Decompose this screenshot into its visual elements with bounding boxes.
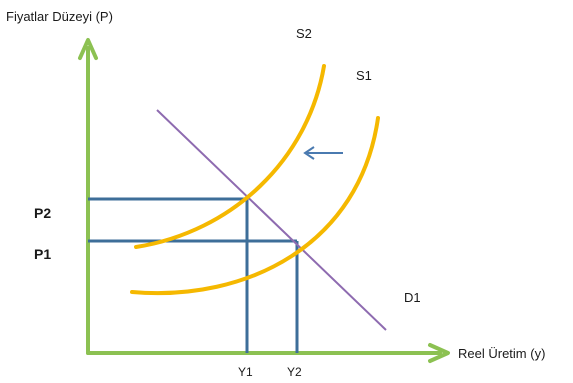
demand-d1-label: D1: [404, 290, 421, 305]
y-axis-arrowhead: [78, 38, 98, 60]
equilibrium-guides: [88, 197, 299, 353]
x-axis-arrowhead: [428, 343, 450, 363]
shift-arrow-head: [303, 146, 315, 160]
demand-curve-d1: [156, 109, 387, 331]
price-p1-label: P1: [34, 246, 51, 262]
supply-s2-label: S2: [296, 26, 312, 41]
price-p2-label: P2: [34, 205, 51, 221]
supply-shift-arrow: [303, 146, 343, 160]
output-y1-label: Y1: [238, 365, 253, 379]
supply-s1-label: S1: [356, 68, 372, 83]
output-y2-label: Y2: [287, 365, 302, 379]
x-axis-label: Reel Üretim (y): [458, 346, 545, 361]
supply-curve-s2: [134, 64, 326, 249]
supply-curve-s1: [130, 116, 380, 295]
y-axis-label: Fiyatlar Düzeyi (P): [6, 9, 113, 24]
